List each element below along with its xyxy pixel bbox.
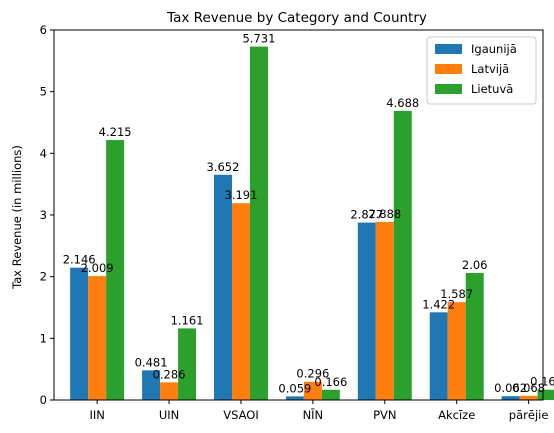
data-label: 0.062 [494, 381, 527, 395]
bar [249, 46, 268, 401]
legend-swatch [435, 64, 462, 74]
bar [106, 140, 125, 400]
bar [70, 267, 89, 400]
bar [447, 302, 466, 400]
data-label: 3.191 [225, 188, 258, 202]
bar [429, 312, 448, 400]
bar [393, 110, 412, 400]
data-label: 4.688 [386, 96, 419, 110]
bars-layer [70, 46, 554, 401]
data-label: 0.167 [530, 375, 554, 389]
bar [214, 174, 232, 400]
data-label: 4.215 [99, 125, 132, 139]
bar [142, 370, 161, 400]
y-axis-label: Tax Revenue (in millions) [10, 145, 24, 290]
bar [321, 389, 340, 400]
data-label: 3.652 [207, 160, 240, 174]
bar [465, 272, 484, 400]
bar [375, 221, 394, 400]
data-label: 5.731 [242, 32, 275, 46]
bar [160, 382, 179, 400]
chart-title: Tax Revenue by Category and Country [166, 10, 427, 26]
data-label: 2.888 [368, 207, 401, 221]
data-label: 0.296 [296, 367, 329, 381]
data-label: 2.146 [63, 253, 96, 267]
bar [88, 276, 107, 400]
bar [178, 328, 197, 400]
data-label: 0.068 [512, 381, 545, 395]
legend-label: Lietuvā [471, 82, 513, 96]
data-label: 2.009 [81, 261, 114, 275]
data-label: 1.422 [422, 297, 455, 311]
x-tick-label: UIN [159, 408, 179, 422]
y-tick-label: 2 [40, 270, 47, 284]
data-label: 0.286 [153, 367, 186, 381]
x-tick-label: Akcīze [438, 408, 475, 422]
x-tick-label: VSAOI [223, 408, 259, 422]
x-tick-label: IIN [89, 408, 104, 422]
data-label: 0.059 [278, 381, 311, 395]
y-axis: 0 1 2 3 4 5 6 [40, 23, 54, 407]
legend-label: Latvijā [471, 62, 509, 76]
bar [519, 395, 538, 400]
y-tick-label: 5 [40, 85, 47, 99]
bar [231, 203, 250, 400]
x-axis: IIN UIN VSAOI NĪN PVN Akcīze pārējie [89, 400, 548, 422]
bar [303, 381, 322, 400]
y-tick-label: 0 [40, 393, 47, 407]
y-tick-label: 3 [40, 208, 47, 222]
bar [285, 396, 304, 400]
x-tick-label: pārējie [509, 408, 549, 422]
legend: Igaunijā Latvijā Lietuvā [426, 36, 537, 105]
data-label: 2.06 [462, 258, 488, 272]
y-tick-label: 1 [40, 331, 47, 345]
data-label: 0.481 [135, 355, 168, 369]
bar [537, 389, 554, 400]
data-label: 1.587 [440, 287, 473, 301]
legend-swatch [435, 84, 462, 94]
y-tick-label: 4 [40, 146, 47, 160]
bar [501, 396, 520, 400]
legend-label: Igaunijā [471, 42, 517, 56]
data-labels-layer: 2.146 0.481 3.652 0.059 2.877 1.422 0.062 2.009… [63, 32, 554, 396]
x-tick-label: PVN [373, 408, 396, 422]
data-label: 0.166 [314, 375, 347, 389]
legend-swatch [435, 44, 462, 54]
bar [357, 222, 376, 400]
data-label: 2.877 [350, 208, 383, 222]
x-tick-label: NĪN [303, 408, 324, 422]
data-label: 1.161 [171, 313, 204, 327]
y-tick-label: 6 [40, 23, 47, 37]
